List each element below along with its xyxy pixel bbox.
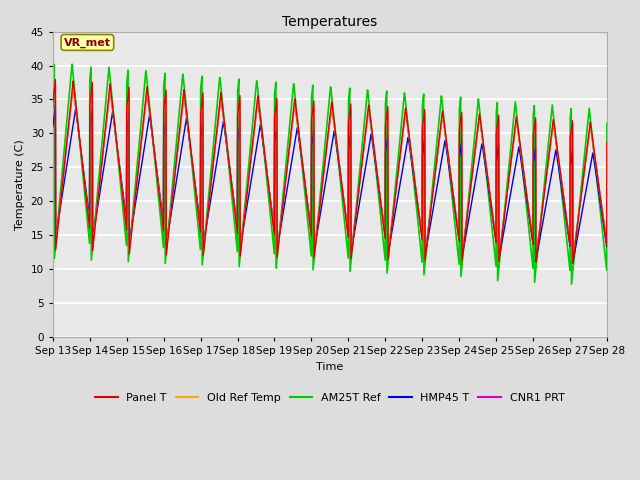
X-axis label: Time: Time — [316, 362, 344, 372]
Y-axis label: Temperature (C): Temperature (C) — [15, 139, 25, 230]
Text: VR_met: VR_met — [64, 37, 111, 48]
Title: Temperatures: Temperatures — [282, 15, 378, 29]
Legend: Panel T, Old Ref Temp, AM25T Ref, HMP45 T, CNR1 PRT: Panel T, Old Ref Temp, AM25T Ref, HMP45 … — [91, 388, 569, 408]
